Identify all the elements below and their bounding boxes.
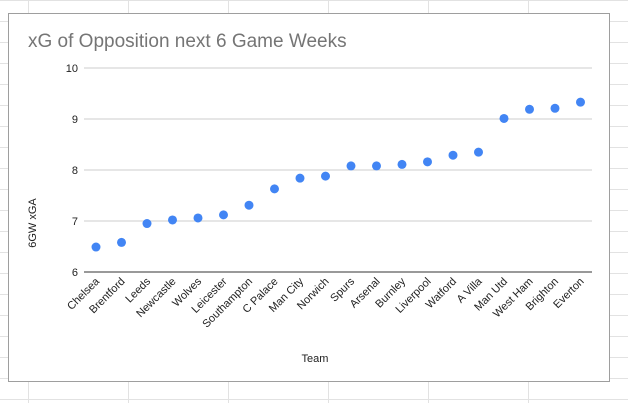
- y-tick-label: 6: [72, 267, 78, 279]
- y-tick-label: 7: [72, 216, 78, 228]
- data-point[interactable]: [448, 150, 458, 160]
- data-point[interactable]: [346, 161, 356, 171]
- data-point[interactable]: [397, 159, 407, 169]
- data-point[interactable]: [117, 237, 126, 247]
- data-point[interactable]: [321, 171, 330, 181]
- data-point[interactable]: [372, 161, 381, 171]
- x-axis-ticks: ChelseaBrentfordLeedsNewcastleWolvesLeic…: [65, 275, 587, 330]
- y-tick-label: 8: [72, 165, 78, 177]
- data-point[interactable]: [295, 173, 305, 183]
- data-point[interactable]: [576, 97, 585, 107]
- data-point[interactable]: [270, 184, 279, 194]
- x-axis-title: Team: [302, 353, 329, 365]
- data-point[interactable]: [244, 200, 254, 210]
- chart-container: xG of Opposition next 6 Game Weeks 6 7 8 9 1…: [8, 13, 610, 382]
- data-point[interactable]: [423, 157, 432, 167]
- data-point[interactable]: [168, 215, 177, 225]
- data-point[interactable]: [525, 104, 534, 114]
- data-point[interactable]: [550, 103, 560, 113]
- data-point[interactable]: [219, 210, 228, 220]
- data-points: [91, 97, 585, 252]
- data-point[interactable]: [499, 113, 509, 123]
- data-point[interactable]: [474, 147, 483, 157]
- data-point[interactable]: [91, 242, 101, 252]
- y-axis-ticks: 6 7 8 9 10: [66, 63, 78, 279]
- y-tick-label: 9: [72, 114, 78, 126]
- chart-title: xG of Opposition next 6 Game Weeks: [28, 31, 347, 52]
- data-point[interactable]: [193, 213, 203, 223]
- gridlines: [84, 67, 592, 273]
- data-point[interactable]: [142, 219, 152, 229]
- y-tick-label: 10: [66, 63, 78, 75]
- scatter-chart: xG of Opposition next 6 Game Weeks 6 7 8 9 1…: [27, 31, 592, 365]
- y-axis-title: 6GW xGA: [27, 198, 39, 248]
